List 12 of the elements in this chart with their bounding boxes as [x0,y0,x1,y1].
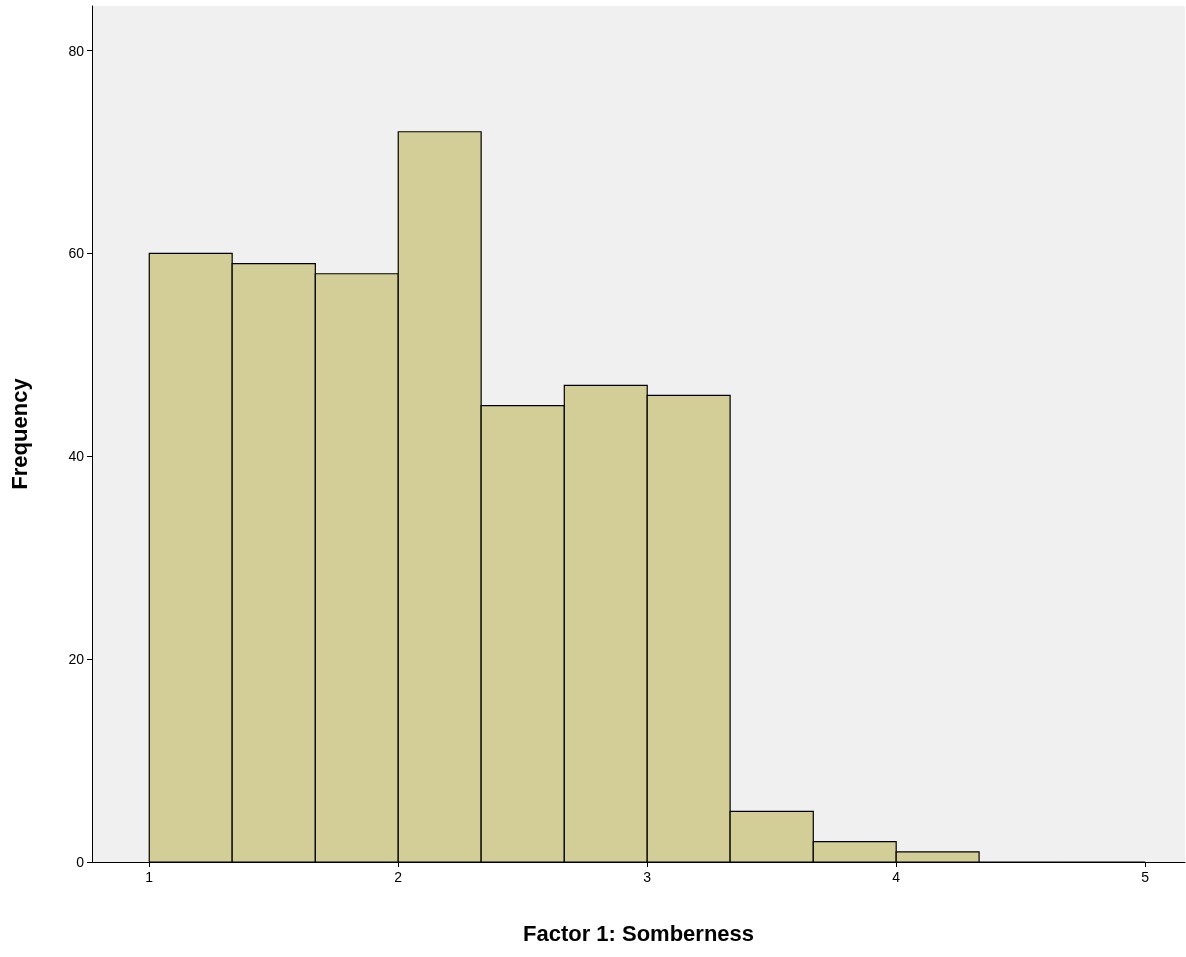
y-tick-label: 60 [68,245,85,262]
x-tick-label: 2 [394,869,403,885]
x-tick-label: 4 [892,869,901,885]
y-tick-label: 40 [68,448,85,465]
y-axis-title: Frequency [6,377,32,490]
x-tick-label: 5 [1141,869,1150,885]
y-tick-label: 20 [68,651,85,668]
y-tick-label: 0 [76,854,85,870]
y-tick-label: 80 [68,42,85,59]
x-tick-label: 3 [643,869,652,885]
x-axis-title: Factor 1: Somberness [522,920,755,946]
x-tick-label: 1 [145,869,154,885]
